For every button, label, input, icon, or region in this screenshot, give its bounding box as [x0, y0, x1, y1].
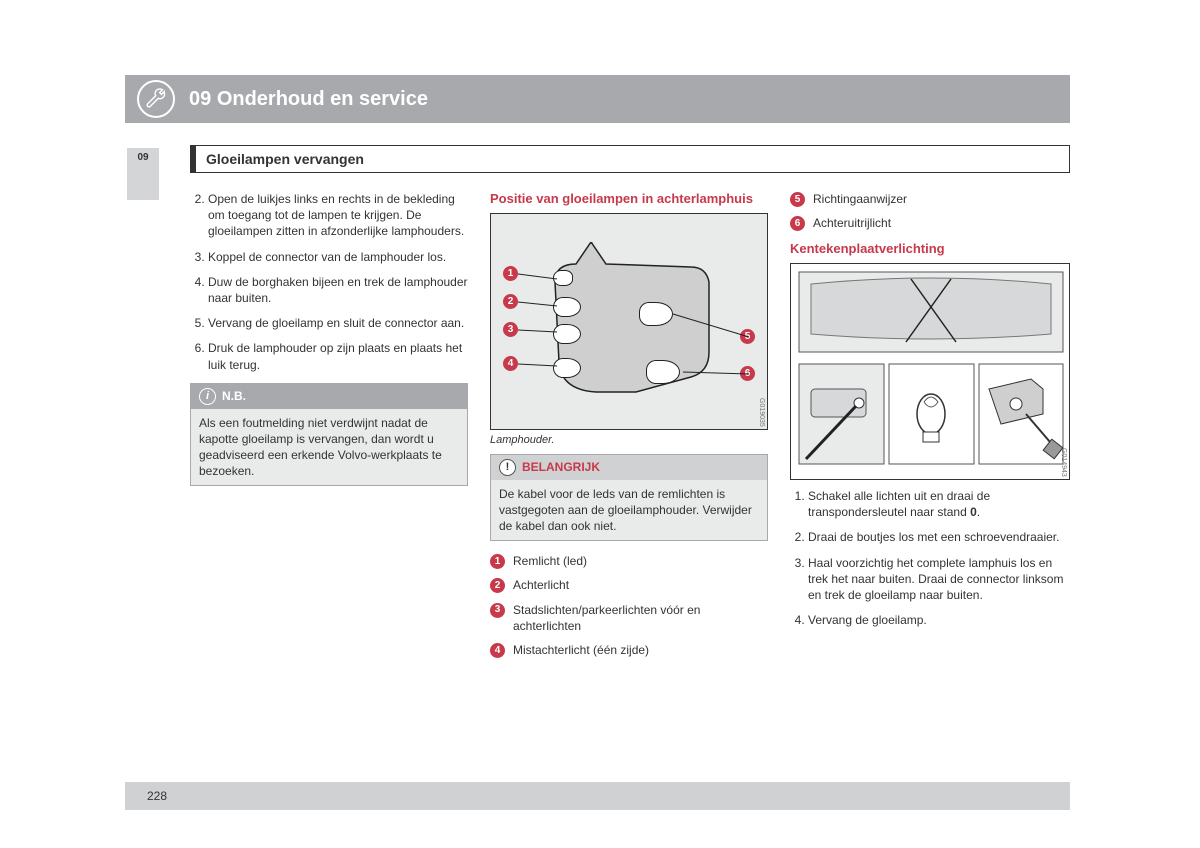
step-item: Draai de boutjes los met een schroevendr… [808, 529, 1070, 545]
important-box: ! BELANGRIJK De kabel voor de leds van d… [490, 454, 768, 542]
legend-marker: 2 [490, 578, 505, 593]
important-label: BELANGRIJK [522, 460, 600, 474]
step-item: Open de luikjes links en rechts in de be… [208, 191, 468, 240]
important-header: ! BELANGRIJK [491, 455, 767, 480]
subheading: Kentekenplaatverlichting [790, 241, 1070, 257]
step-item: Druk de lamphouder op zijn plaats en pla… [208, 340, 468, 372]
wrench-icon [137, 80, 175, 118]
legend-text: Stadslichten/parkeerlichten vóór en acht… [513, 602, 768, 634]
manual-page: 09 Onderhoud en service Gloeilampen verv… [125, 75, 1070, 666]
note-label: N.B. [222, 389, 246, 403]
page-number: 228 [147, 789, 167, 803]
important-body: De kabel voor de leds van de remlichten … [491, 480, 767, 541]
column-2: Positie van gloeilampen in achterlamphui… [490, 191, 768, 666]
legend-text: Mistachterlicht (één zijde) [513, 642, 649, 658]
figure-code: G014943 [1060, 448, 1067, 477]
figure-license-plate-light: G014943 [790, 263, 1070, 480]
legend-list: 1 Remlicht (led) 2 Achterlicht 3 Stadslicht… [490, 553, 768, 658]
step-item: Duw de borghaken bijeen en trek de lamph… [208, 274, 468, 306]
step-item: Haal voorzichtig het complete lamphuis l… [808, 555, 1070, 604]
note-box: i N.B. Als een foutmelding niet verdwijn… [190, 383, 468, 487]
chapter-title: 09 Onderhoud en service [189, 88, 428, 111]
note-header: i N.B. [191, 384, 467, 409]
step-item: Schakel alle lichten uit en draai de tra… [808, 488, 1070, 520]
page-number-bar: 228 [125, 782, 1070, 810]
step-item: Vervang de gloeilamp en sluit de connect… [208, 315, 468, 331]
legend-text: Achterlicht [513, 577, 569, 593]
procedure-steps-2: Schakel alle lichten uit en draai de tra… [790, 488, 1070, 628]
legend-text: Richtingaanwijzer [813, 191, 907, 207]
legend-marker: 5 [790, 192, 805, 207]
procedure-steps: Open de luikjes links en rechts in de be… [190, 191, 468, 373]
figure-code: G019035 [758, 398, 765, 427]
step-item: Vervang de gloeilamp. [808, 612, 1070, 628]
legend-text: Remlicht (led) [513, 553, 587, 569]
legend-list-cont: 5 Richtingaanwijzer 6 Achteruitrijlicht [790, 191, 1070, 231]
note-body: Als een foutmelding niet verdwijnt nadat… [191, 409, 467, 486]
section-heading: Gloeilampen vervangen [190, 145, 1070, 173]
column-1: Open de luikjes links en rechts in de be… [190, 191, 468, 666]
legend-text: Achteruitrijlicht [813, 215, 891, 231]
figure-caption: Lamphouder. [490, 434, 768, 446]
step-item: Koppel de connector van de lamphouder lo… [208, 249, 468, 265]
legend-marker: 3 [490, 603, 505, 618]
legend-marker: 6 [790, 216, 805, 231]
exclamation-icon: ! [499, 459, 516, 476]
figure-lamp-housing: 1 2 3 4 5 6 G019035 [490, 213, 768, 430]
subheading: Positie van gloeilampen in achterlamphui… [490, 191, 768, 207]
chapter-header: 09 Onderhoud en service [125, 75, 1070, 123]
info-icon: i [199, 388, 216, 405]
legend-marker: 1 [490, 554, 505, 569]
legend-marker: 4 [490, 643, 505, 658]
column-3: 5 Richtingaanwijzer 6 Achteruitrijlicht Ke… [790, 191, 1070, 666]
